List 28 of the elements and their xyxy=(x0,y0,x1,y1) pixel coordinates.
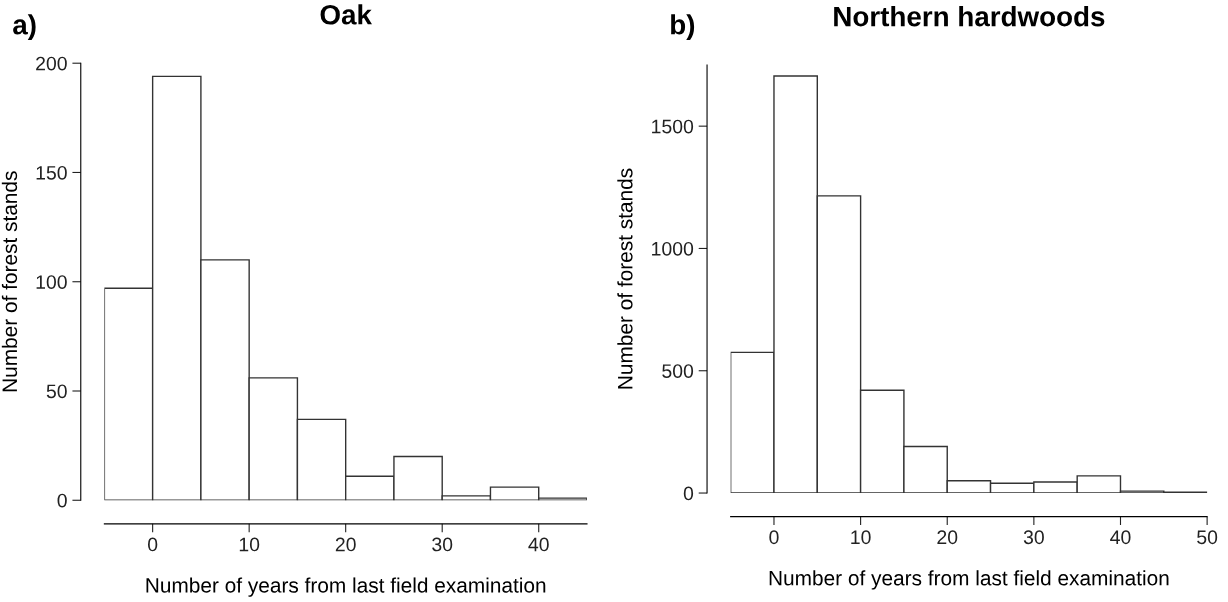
y-tick-label: 200 xyxy=(36,56,67,71)
x-axis-title: Number of years from last field examination xyxy=(769,570,1169,590)
text: b) xyxy=(671,14,695,41)
x-tick-label: 20 xyxy=(335,537,356,552)
y-axis-title: Number of forest stands xyxy=(617,168,633,389)
y-tick-label: 50 xyxy=(46,384,67,399)
x-tick-label: 10 xyxy=(851,530,871,545)
x-tick-label: 40 xyxy=(528,537,549,552)
y-axis-title: Number of forest stands xyxy=(1,171,18,392)
y-tick-label: 1000 xyxy=(652,241,694,256)
x-tick-label: 40 xyxy=(1110,530,1131,545)
x-tick-label: 0 xyxy=(769,530,779,545)
y-tick-label: 1500 xyxy=(652,119,694,134)
x-tick-label: 10 xyxy=(239,537,260,552)
x-tick-label: 30 xyxy=(1023,530,1044,545)
text: a) xyxy=(13,14,36,41)
x-tick-label: 30 xyxy=(432,537,453,552)
y-tick-label: 0 xyxy=(57,493,67,508)
y-tick-label: 150 xyxy=(36,165,67,180)
y-tick-label: 500 xyxy=(662,364,694,378)
y-tick-label: 100 xyxy=(36,275,67,289)
chart-title: Oak xyxy=(320,4,372,25)
chart-title: Northern hardwoods xyxy=(834,6,1105,27)
y-tick-label: 0 xyxy=(683,486,694,501)
x-axis-title: Number of years from last field examination xyxy=(146,577,546,597)
x-tick-label: 20 xyxy=(937,530,958,545)
x-tick-label: 50 xyxy=(1197,530,1218,545)
x-tick-label: 0 xyxy=(147,537,158,552)
